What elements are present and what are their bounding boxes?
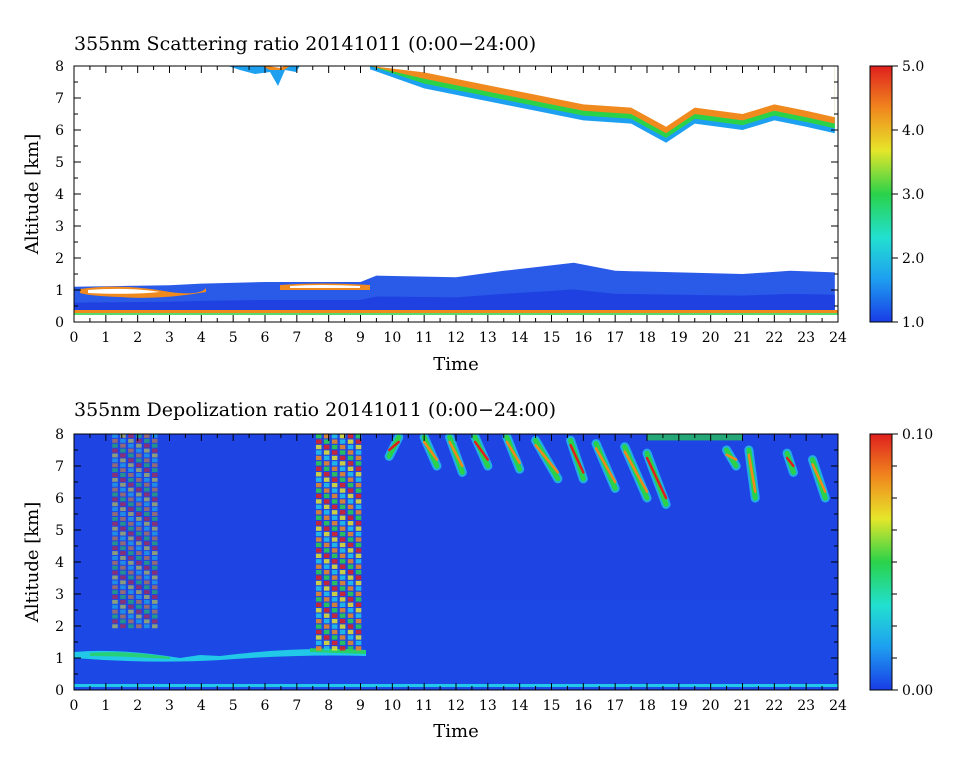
- cloud-wisp-early: [228, 66, 300, 86]
- x-tick-label: 17: [606, 330, 624, 346]
- x-tick-label: 19: [670, 330, 688, 346]
- y-tick-label: 6: [55, 491, 64, 507]
- x-tick-label: 19: [670, 698, 688, 714]
- x-tick-label: 6: [261, 330, 270, 346]
- x-tick-label: 20: [702, 330, 720, 346]
- chart-title-1: 355nm Scattering ratio 20141011 (0:00−24…: [74, 33, 536, 55]
- x-tick-label: 11: [415, 330, 433, 346]
- x-tick-label: 21: [734, 698, 752, 714]
- x-tick-label: 5: [229, 330, 238, 346]
- x-tick-label: 11: [415, 698, 433, 714]
- y-tick-label: 0: [55, 683, 64, 699]
- y-tick-label: 6: [55, 123, 64, 139]
- x-tick-label: 24: [829, 330, 847, 346]
- y-tick-label: 7: [55, 91, 64, 107]
- x-tick-label: 12: [447, 698, 465, 714]
- y-tick-label: 3: [55, 587, 64, 603]
- y-tick-label: 5: [55, 523, 64, 539]
- x-tick-label: 8: [324, 698, 333, 714]
- x-tick-label: 10: [383, 698, 401, 714]
- y-tick-label: 4: [55, 187, 64, 203]
- y-tick-label: 4: [55, 555, 64, 571]
- x-tick-label: 1: [101, 698, 110, 714]
- x-tick-label: 22: [765, 698, 783, 714]
- x-tick-label: 15: [543, 698, 561, 714]
- scattering-ratio-panel: 355nm Scattering ratio 20141011 (0:00−24…: [22, 33, 924, 375]
- scattering-heatmap: [74, 66, 838, 322]
- x-tick-label: 12: [447, 330, 465, 346]
- x-tick-label: 7: [292, 330, 301, 346]
- x-tick-label: 0: [70, 698, 79, 714]
- x-tick-label: 6: [261, 698, 270, 714]
- chart-title-2: 355nm Depolization ratio 20141011 (0:00−…: [74, 399, 556, 421]
- x-tick-label: 14: [511, 698, 529, 714]
- colorbar-tick-label: 0.10: [902, 427, 933, 443]
- axes-1: 0 1 2 3 4 5 6 7 8 9 10 11 12 13 14 15 16 17 18 19 20 21 22 23 24…: [55, 59, 847, 346]
- x-axis-label-1: Time: [433, 354, 478, 375]
- x-tick-label: 16: [574, 330, 592, 346]
- boundary-layer-inner: [74, 289, 835, 313]
- y-axis-label-1: Altitude [km]: [22, 134, 43, 256]
- axes-2: 0 1 2 3 4 5 6 7 8 9 10 11 12 13 14 15 16 17 18 19 20 21 22 23 24…: [55, 427, 847, 714]
- x-tick-label: 24: [829, 698, 847, 714]
- near-surface-layer: [74, 310, 838, 313]
- x-tick-label: 16: [574, 698, 592, 714]
- x-tick-label: 3: [165, 698, 174, 714]
- colorbar-tick-label: 1.0: [902, 315, 924, 331]
- upper-cloud-core: [370, 66, 835, 127]
- y-tick-label: 1: [55, 651, 64, 667]
- x-tick-label: 18: [638, 330, 656, 346]
- x-tick-label: 2: [133, 698, 142, 714]
- depolarization-heatmap: [74, 434, 838, 690]
- x-tick-label: 0: [70, 330, 79, 346]
- x-tick-label: 14: [511, 330, 529, 346]
- boundary-layer-band: [74, 648, 366, 662]
- colorbar-tick-label: 4.0: [902, 123, 924, 139]
- x-tick-label: 18: [638, 698, 656, 714]
- y-tick-label: 5: [55, 155, 64, 171]
- colorbar-tick-label: 3.0: [902, 187, 924, 203]
- y-axis-label-2: Altitude [km]: [22, 502, 43, 624]
- colorbar-tick-label: 5.0: [902, 59, 924, 75]
- x-tick-label: 23: [797, 698, 815, 714]
- x-tick-label: 10: [383, 330, 401, 346]
- y-tick-label: 0: [55, 315, 64, 331]
- y-tick-label: 8: [55, 427, 64, 443]
- x-tick-label: 7: [292, 698, 301, 714]
- x-tick-label: 13: [479, 698, 497, 714]
- x-tick-label: 5: [229, 698, 238, 714]
- y-tick-label: 1: [55, 283, 64, 299]
- x-tick-label: 1: [101, 330, 110, 346]
- x-tick-label: 23: [797, 330, 815, 346]
- y-tick-label: 8: [55, 59, 64, 75]
- colorbar-tick-label: 0.00: [902, 683, 933, 699]
- colorbar-1: 5.0 4.0 3.0 2.0 1.0: [869, 59, 924, 331]
- x-tick-label: 22: [765, 330, 783, 346]
- x-tick-label: 4: [197, 330, 206, 346]
- x-tick-label: 8: [324, 330, 333, 346]
- x-tick-label: 2: [133, 330, 142, 346]
- y-tick-label: 3: [55, 219, 64, 235]
- colorbar-2: 0.10 0.00: [869, 427, 933, 699]
- x-tick-label: 4: [197, 698, 206, 714]
- x-tick-label: 17: [606, 698, 624, 714]
- x-tick-label: 9: [356, 698, 365, 714]
- y-tick-label: 7: [55, 459, 64, 475]
- y-tick-label: 2: [55, 619, 64, 635]
- colorbar-tick-label: 2.0: [902, 251, 924, 267]
- x-tick-label: 3: [165, 330, 174, 346]
- x-tick-label: 13: [479, 330, 497, 346]
- x-axis-label-2: Time: [433, 721, 478, 742]
- y-tick-label: 2: [55, 251, 64, 267]
- x-tick-label: 15: [543, 330, 561, 346]
- x-tick-label: 21: [734, 330, 752, 346]
- x-tick-label: 9: [356, 330, 365, 346]
- depolarization-ratio-panel: 355nm Depolization ratio 20141011 (0:00−…: [22, 399, 933, 742]
- x-tick-label: 20: [702, 698, 720, 714]
